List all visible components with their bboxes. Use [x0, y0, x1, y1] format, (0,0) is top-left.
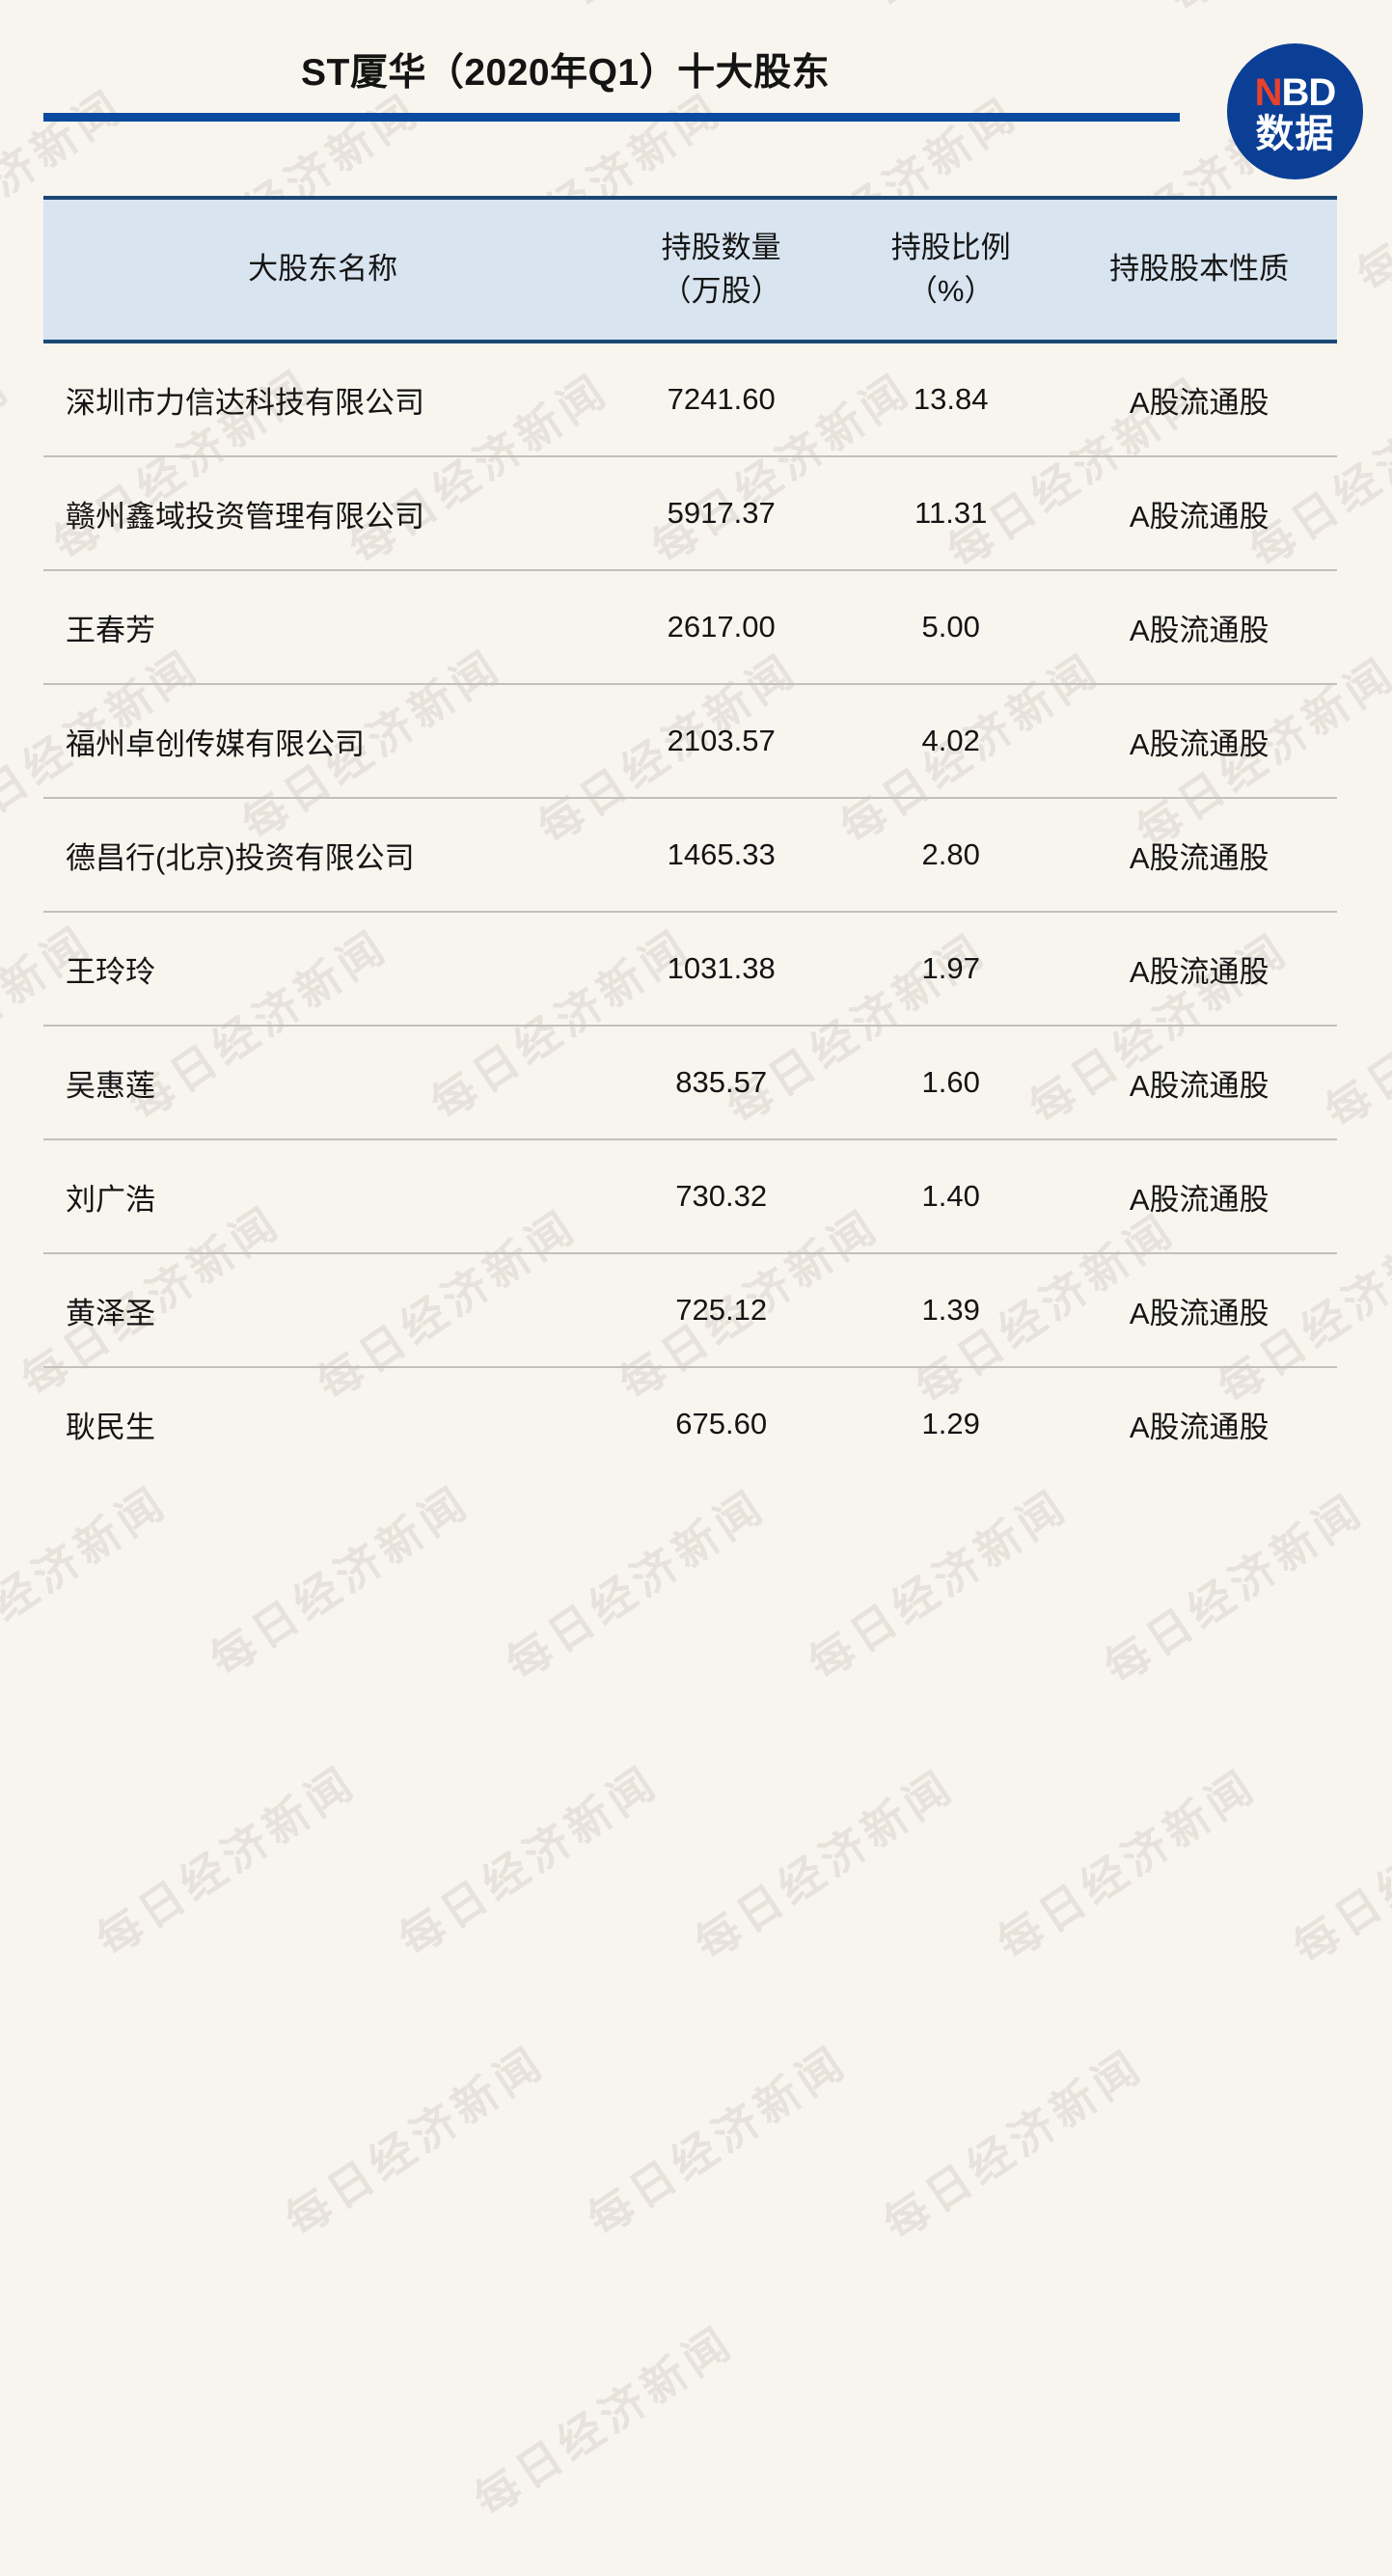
cell-share-type: A股流通股: [1061, 912, 1337, 1027]
column-header-shares-unit: （万股）: [661, 273, 781, 308]
cell-share-type: A股流通股: [1061, 798, 1337, 913]
nbd-letters-bd: BD: [1281, 70, 1337, 114]
nbd-letter-n: N: [1254, 70, 1283, 114]
cell-share-ratio: 1.39: [840, 1253, 1062, 1368]
column-header-ratio-label: 持股比例: [890, 230, 1011, 264]
cell-share-count: 675.60: [675, 1407, 768, 1440]
nbd-wordmark: N BD: [1254, 70, 1337, 114]
column-header-name-label: 大股东名称: [248, 252, 398, 287]
table-head: 大股东名称 持股数量 （万股） 持股比例 （%） 持股股本性质: [43, 196, 1337, 343]
column-header-shares-label: 持股数量: [661, 230, 781, 264]
cell-shareholder-name: 赣州鑫域投资管理有限公司: [43, 456, 603, 571]
cell-shareholder-name: 德昌行(北京)投资有限公司: [43, 798, 603, 913]
cell-share-ratio: 1.97: [840, 912, 1062, 1027]
cell-share-count: 7241.60: [602, 342, 841, 457]
cell-share-type: A股流通股: [1061, 456, 1337, 571]
cell-share-ratio: 4.02: [840, 684, 1062, 799]
cell-share-ratio: 1.40: [840, 1139, 1062, 1254]
column-header-ratio-unit: （%）: [907, 273, 995, 308]
table-row: 福州卓创传媒有限公司 2103.57 4.02 A股流通股: [43, 684, 1337, 799]
cell-shareholder-name: 王玲玲: [43, 912, 603, 1027]
column-header-type-label: 持股股本性质: [1109, 252, 1290, 287]
cell-shareholder-name: 王春芳: [43, 570, 603, 685]
table-row: 刘广浩 730.32 1.40 A股流通股: [43, 1139, 1337, 1254]
column-header-type: 持股股本性质: [1061, 196, 1337, 343]
column-header-name: 大股东名称: [43, 196, 603, 343]
cell-shareholder-name: 福州卓创传媒有限公司: [43, 684, 603, 799]
cell-share-count: 730.32: [602, 1139, 841, 1254]
cell-share-count: 835.57: [602, 1026, 841, 1140]
cell-share-count: 2617.00: [602, 570, 841, 685]
title-block: ST厦华（2020年Q1）十大股东: [0, 0, 1392, 145]
cell-share-count: 1465.33: [602, 798, 841, 913]
table-row: 王春芳 2617.00 5.00 A股流通股: [43, 570, 1337, 685]
column-header-ratio: 持股比例 （%）: [840, 196, 1062, 343]
table-row: 黄泽圣 725.12 1.39 A股流通股: [43, 1253, 1337, 1368]
header-row: 大股东名称 持股数量 （万股） 持股比例 （%） 持股股本性质: [43, 196, 1337, 343]
infographic-page: ST厦华（2020年Q1）十大股东 N BD 数据 大股东名称 持股数量 （万股）: [0, 0, 1392, 1480]
cell-share-ratio: 11.31: [840, 456, 1062, 571]
nbd-subtitle: 数据: [1255, 112, 1335, 155]
title-underline-rule: [43, 113, 1180, 122]
cell-shareholder-name: 吴惠莲: [43, 1026, 603, 1140]
cell-share-type: A股流通股: [1061, 1139, 1337, 1254]
shareholders-table: 大股东名称 持股数量 （万股） 持股比例 （%） 持股股本性质 深圳市力信达科技…: [43, 196, 1337, 1480]
cell-shareholder-name: 深圳市力信达科技有限公司: [43, 342, 603, 457]
column-header-shares: 持股数量 （万股）: [602, 196, 841, 343]
cell-shareholder-name: 黄泽圣: [43, 1253, 603, 1368]
table-row: 德昌行(北京)投资有限公司 1465.33 2.80 A股流通股: [43, 798, 1337, 913]
cell-share-type: A股流通股: [1061, 342, 1337, 457]
cell-share-type: A股流通股: [1061, 1026, 1337, 1140]
cell-shareholder-name: 刘广浩: [43, 1139, 603, 1254]
cell-share-type: A股流通股: [1061, 1253, 1337, 1368]
cell-share-count: 2103.57: [602, 684, 841, 799]
cell-share-type: A股流通股: [1061, 684, 1337, 799]
cell-share-count: 725.12: [602, 1253, 841, 1368]
table-row: 深圳市力信达科技有限公司 7241.60 13.84 A股流通股: [43, 342, 1337, 457]
shareholders-table-wrap: 大股东名称 持股数量 （万股） 持股比例 （%） 持股股本性质 深圳市力信达科技…: [43, 196, 1337, 1480]
cell-share-ratio: 1.29: [921, 1407, 980, 1440]
table-row: 耿民生 675.60 1.29 A股流通股: [43, 1367, 1337, 1480]
cell-share-type: A股流通股: [1129, 1410, 1269, 1444]
table-row: 赣州鑫域投资管理有限公司 5917.37 11.31 A股流通股: [43, 456, 1337, 571]
cell-share-ratio: 13.84: [840, 342, 1062, 457]
cell-shareholder-name: 耿民生: [66, 1410, 155, 1444]
table-body: 深圳市力信达科技有限公司 7241.60 13.84 A股流通股 赣州鑫域投资管理有限公…: [43, 342, 1337, 1480]
table-row: 吴惠莲 835.57 1.60 A股流通股: [43, 1026, 1337, 1140]
cell-share-count: 1031.38: [602, 912, 841, 1027]
cell-share-ratio: 5.00: [840, 570, 1062, 685]
nbd-logo: N BD 数据: [1227, 43, 1363, 179]
table-row: 王玲玲 1031.38 1.97 A股流通股: [43, 912, 1337, 1027]
cell-share-type: A股流通股: [1061, 570, 1337, 685]
page-title: ST厦华（2020年Q1）十大股东: [301, 52, 831, 94]
cell-share-ratio: 1.60: [840, 1026, 1062, 1140]
cell-share-count: 5917.37: [602, 456, 841, 571]
cell-share-ratio: 2.80: [840, 798, 1062, 913]
